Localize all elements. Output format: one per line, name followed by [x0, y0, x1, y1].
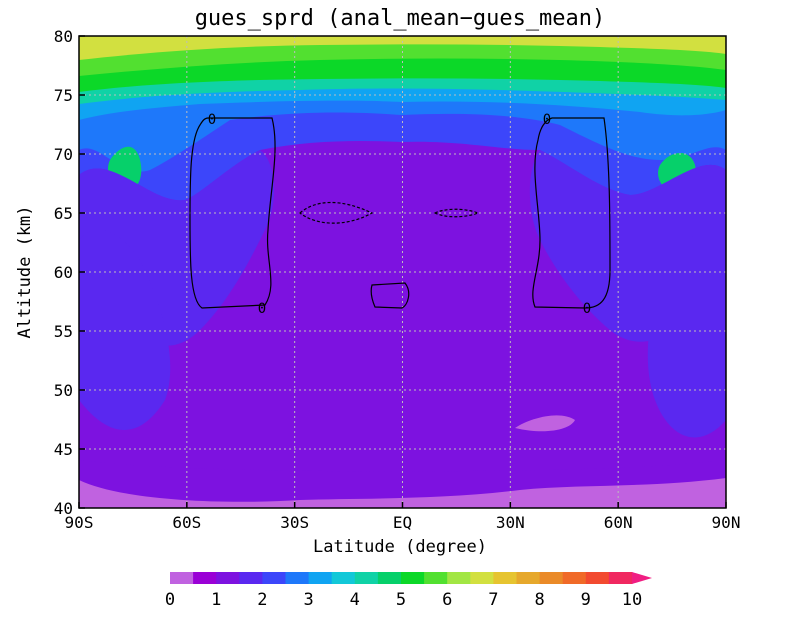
chart-title: gues_sprd (anal_mean−gues_mean): [195, 6, 606, 31]
colorbar-segment: [308, 572, 333, 584]
contour-label: 0: [583, 301, 591, 317]
colorbar-segment: [470, 572, 494, 584]
contour-band-yellowgreen: [79, 36, 726, 60]
colorbar-segment: [562, 572, 587, 584]
colorbar-segment: [608, 572, 633, 584]
x-tick-label: 90N: [712, 513, 741, 532]
colorbar-segment: [285, 572, 310, 584]
colorbar-tick-label: 7: [488, 590, 498, 610]
colorbar-segment: [239, 572, 263, 584]
colorbar-segment: [262, 572, 286, 584]
colorbar-segment: [516, 572, 541, 584]
contour-band-sh-inner: [79, 229, 171, 430]
colorbar-segment: [447, 572, 471, 584]
y-tick-label: 45: [54, 440, 73, 459]
x-tick-label: 90S: [65, 513, 94, 532]
colorbar-segment: [401, 572, 425, 584]
y-tick-label: 40: [54, 499, 73, 518]
colorbar-tick-label: 6: [442, 590, 452, 610]
colorbar-labels: 0 1 2 3 4 5 6 7 8 9 10: [165, 590, 642, 610]
contour-blob-nh: [515, 415, 575, 432]
colorbar-tick-label: 4: [350, 590, 360, 610]
filled-contours: [79, 36, 726, 508]
colorbar: [170, 572, 652, 584]
contour-line-nh-box: [532, 117, 611, 309]
colorbar-tick-label: 5: [396, 590, 406, 610]
contour-labels: 0 0 0 0: [208, 112, 591, 317]
contour-band-bottom: [79, 478, 726, 508]
colorbar-segment: [354, 572, 379, 584]
contour-lines: [189, 117, 611, 309]
contour-line-dashed-nh: [433, 208, 480, 218]
contour-band-nh-inner: [647, 231, 726, 438]
y-tick-label: 70: [54, 145, 73, 164]
colorbar-segment: [424, 572, 448, 584]
colorbar-tick-label: 9: [581, 590, 591, 610]
contour-line-equator: [370, 282, 410, 309]
x-tick-label: EQ: [393, 513, 412, 532]
colorbar-segment: [377, 572, 402, 584]
colorbar-tick-label: 0: [165, 590, 175, 610]
x-tick-label: 60S: [172, 513, 201, 532]
colorbar-tick-label: 10: [622, 590, 642, 610]
x-axis-title: Latitude (degree): [313, 537, 487, 557]
colorbar-tick-label: 3: [303, 590, 313, 610]
grid-lines: [79, 36, 726, 508]
colorbar-tick-label: 8: [534, 590, 544, 610]
x-tick-label: 30N: [496, 513, 525, 532]
colorbar-segment: [170, 572, 194, 584]
contour-label: 0: [543, 112, 551, 128]
colorbar-segment: [585, 572, 610, 584]
colorbar-segment: [193, 572, 217, 584]
contour-line-sh-box: [189, 117, 276, 309]
contour-label: 0: [258, 301, 266, 317]
colorbar-tick-label: 1: [211, 590, 221, 610]
y-tick-label: 75: [54, 86, 73, 105]
y-axis: 40 45 50 55 60 65 70 75 80: [54, 27, 85, 518]
y-tick-label: 50: [54, 381, 73, 400]
colorbar-segment: [216, 572, 240, 584]
y-tick-label: 65: [54, 204, 73, 223]
x-axis: 90S 60S 30S EQ 30N 60N 90N: [65, 502, 741, 532]
colorbar-segment: [493, 572, 517, 584]
y-tick-label: 80: [54, 27, 73, 46]
colorbar-segment: [539, 572, 564, 584]
colorbar-segment: [331, 572, 356, 584]
y-axis-title: Altitude (km): [15, 205, 35, 338]
contour-label: 0: [208, 112, 216, 128]
x-tick-label: 30S: [280, 513, 309, 532]
contour-line-dashed-sh: [299, 201, 374, 224]
y-tick-label: 55: [54, 322, 73, 341]
colorbar-extend-arrow: [632, 572, 652, 584]
colorbar-tick-label: 2: [257, 590, 267, 610]
y-tick-label: 60: [54, 263, 73, 282]
x-tick-label: 60N: [604, 513, 633, 532]
